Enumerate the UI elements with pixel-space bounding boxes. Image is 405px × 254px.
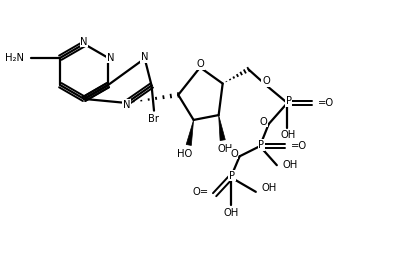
Text: O: O xyxy=(230,149,237,159)
Text: OH: OH xyxy=(261,183,276,193)
Text: H₂N: H₂N xyxy=(5,53,24,63)
Text: O: O xyxy=(258,117,266,126)
Text: N: N xyxy=(122,100,130,109)
Text: OH: OH xyxy=(223,208,238,218)
Polygon shape xyxy=(186,120,193,146)
Text: Br: Br xyxy=(148,114,159,124)
Text: OH: OH xyxy=(280,130,295,140)
Text: N: N xyxy=(80,37,87,46)
Text: N: N xyxy=(106,53,114,63)
Text: =O: =O xyxy=(317,98,333,108)
Text: O: O xyxy=(196,59,203,69)
Text: N: N xyxy=(141,52,148,62)
Text: HO: HO xyxy=(177,149,192,159)
Polygon shape xyxy=(218,115,225,140)
Text: P: P xyxy=(228,171,234,181)
Text: P: P xyxy=(258,140,264,150)
Text: O=: O= xyxy=(192,187,209,197)
Text: O: O xyxy=(261,76,269,86)
Text: P: P xyxy=(285,96,291,106)
Text: OH: OH xyxy=(217,144,232,154)
Text: =O: =O xyxy=(290,141,306,151)
Text: OH: OH xyxy=(282,160,297,170)
